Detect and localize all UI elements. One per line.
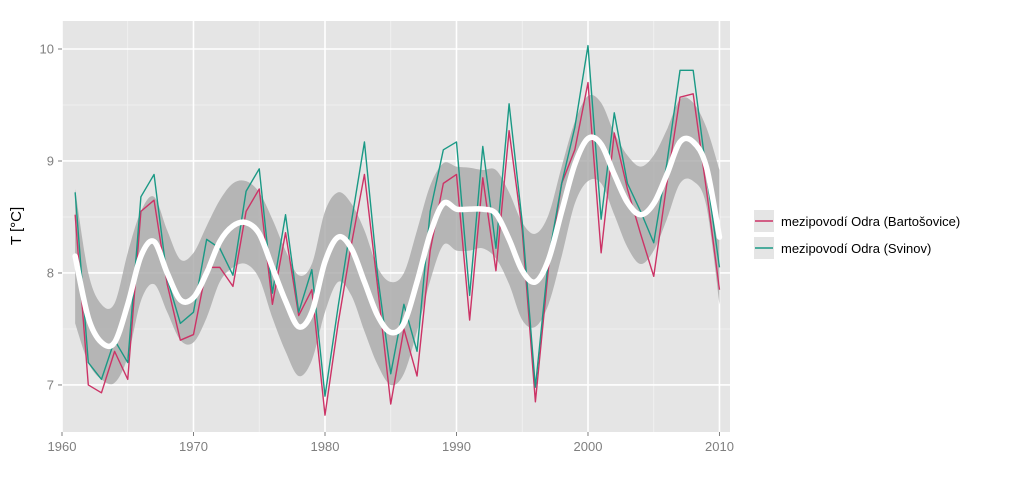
y-tick-label: 8 — [47, 265, 54, 280]
x-tick-label: 1970 — [179, 439, 208, 454]
y-tick-label: 9 — [47, 153, 54, 168]
trend-line — [72, 134, 723, 350]
series-line-1 — [74, 44, 721, 397]
y-tick-label: 7 — [47, 377, 54, 392]
x-tick-label: 1990 — [442, 439, 471, 454]
series-layer — [74, 44, 721, 416]
y-tick-label: 10 — [40, 41, 54, 56]
x-tick-label: 2010 — [705, 439, 734, 454]
x-tick-label: 1960 — [48, 439, 77, 454]
y-axis-title: T [°C] — [8, 207, 25, 245]
series-line-0 — [74, 81, 721, 416]
trend-layer — [72, 134, 723, 350]
x-tick-label: 1980 — [311, 439, 340, 454]
confidence-band — [75, 94, 720, 386]
axis-layer: 1960 1970 1980 1990 2000 2010 7 8 9 10 — [40, 41, 734, 454]
legend: mezipovodí Odra (Bartošovice) mezipovodí… — [754, 210, 960, 259]
confidence-band-layer — [75, 94, 720, 386]
x-tick-label: 2000 — [574, 439, 603, 454]
legend-label-svinov: mezipovodí Odra (Svinov) — [781, 241, 931, 256]
legend-label-bartosovice: mezipovodí Odra (Bartošovice) — [781, 214, 960, 229]
